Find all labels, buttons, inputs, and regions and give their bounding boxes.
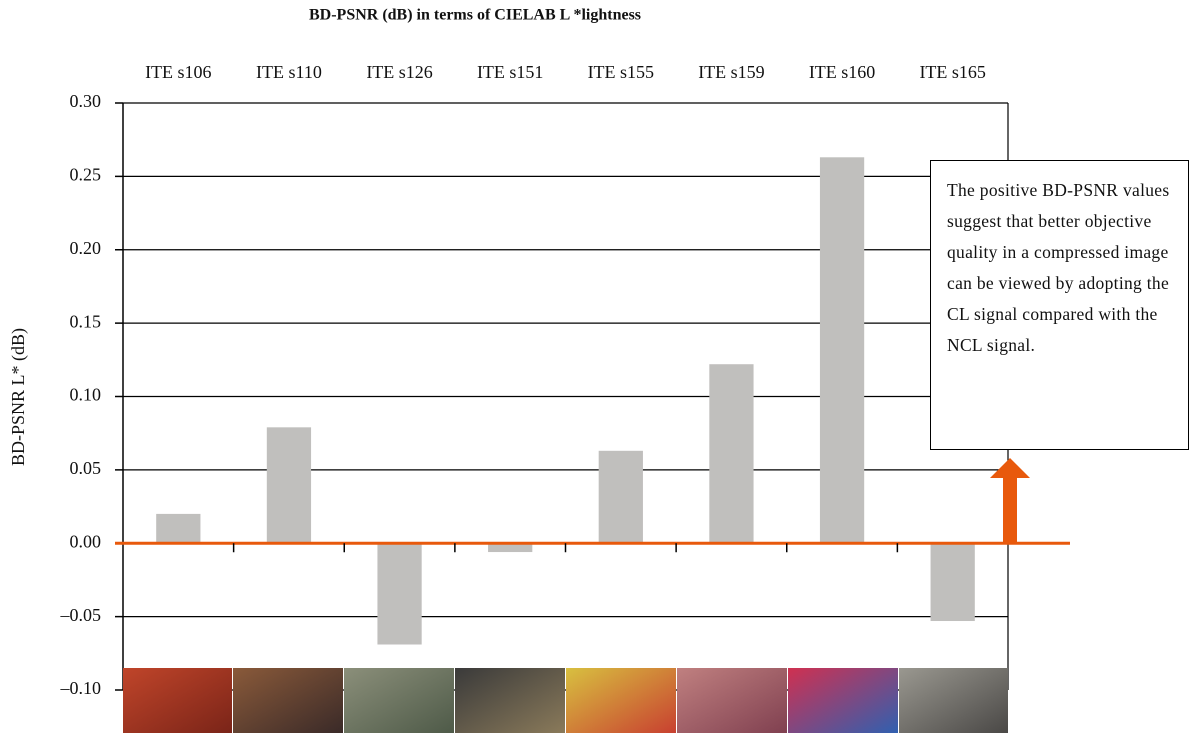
bar: [598, 450, 643, 544]
thumbnail: [677, 668, 787, 733]
x-tick-label: ITE s110: [256, 62, 322, 82]
y-tick-label: 0.30: [70, 91, 102, 111]
thumbnail: [899, 668, 1008, 733]
thumbnail: [455, 668, 565, 733]
x-tick-label: ITE s126: [366, 62, 433, 82]
bar: [819, 157, 865, 544]
arrow: [990, 458, 1030, 544]
thumbnail: [788, 668, 898, 733]
thumbnails: [123, 668, 1008, 733]
y-tick-label: 0.05: [70, 458, 102, 478]
y-tick-label: 0.20: [70, 238, 102, 258]
bar: [266, 427, 312, 544]
annotation: The positive BD-PSNR values suggest that…: [930, 160, 1189, 450]
bar: [156, 513, 201, 544]
y-tick-label: 0.00: [70, 531, 102, 551]
thumbnail: [566, 668, 676, 733]
x-tick-label: ITE s155: [588, 62, 655, 82]
bar: [930, 543, 975, 622]
thumbnail: [123, 668, 232, 733]
y-axis-label: BD-PSNR L* (dB): [8, 328, 29, 466]
chart-title: BD-PSNR (dB) in terms of CIELAB L *light…: [309, 7, 641, 24]
bar: [709, 364, 754, 544]
bar: [377, 543, 422, 645]
bar: [488, 543, 533, 553]
x-tick-label: ITE s151: [477, 62, 544, 82]
x-tick-label: ITE s165: [919, 62, 986, 82]
x-tick-label: ITE s106: [145, 62, 212, 82]
thumbnail: [233, 668, 343, 733]
y-tick-label: 0.15: [70, 311, 102, 331]
x-tick-label: ITE s159: [698, 62, 765, 82]
y-tick-label: –0.05: [60, 605, 102, 625]
y-tick-label: –0.10: [60, 678, 102, 698]
x-tick-label: ITE s160: [809, 62, 876, 82]
thumbnail: [344, 668, 454, 733]
y-tick-label: 0.25: [70, 165, 102, 185]
y-tick-label: 0.10: [70, 385, 102, 405]
